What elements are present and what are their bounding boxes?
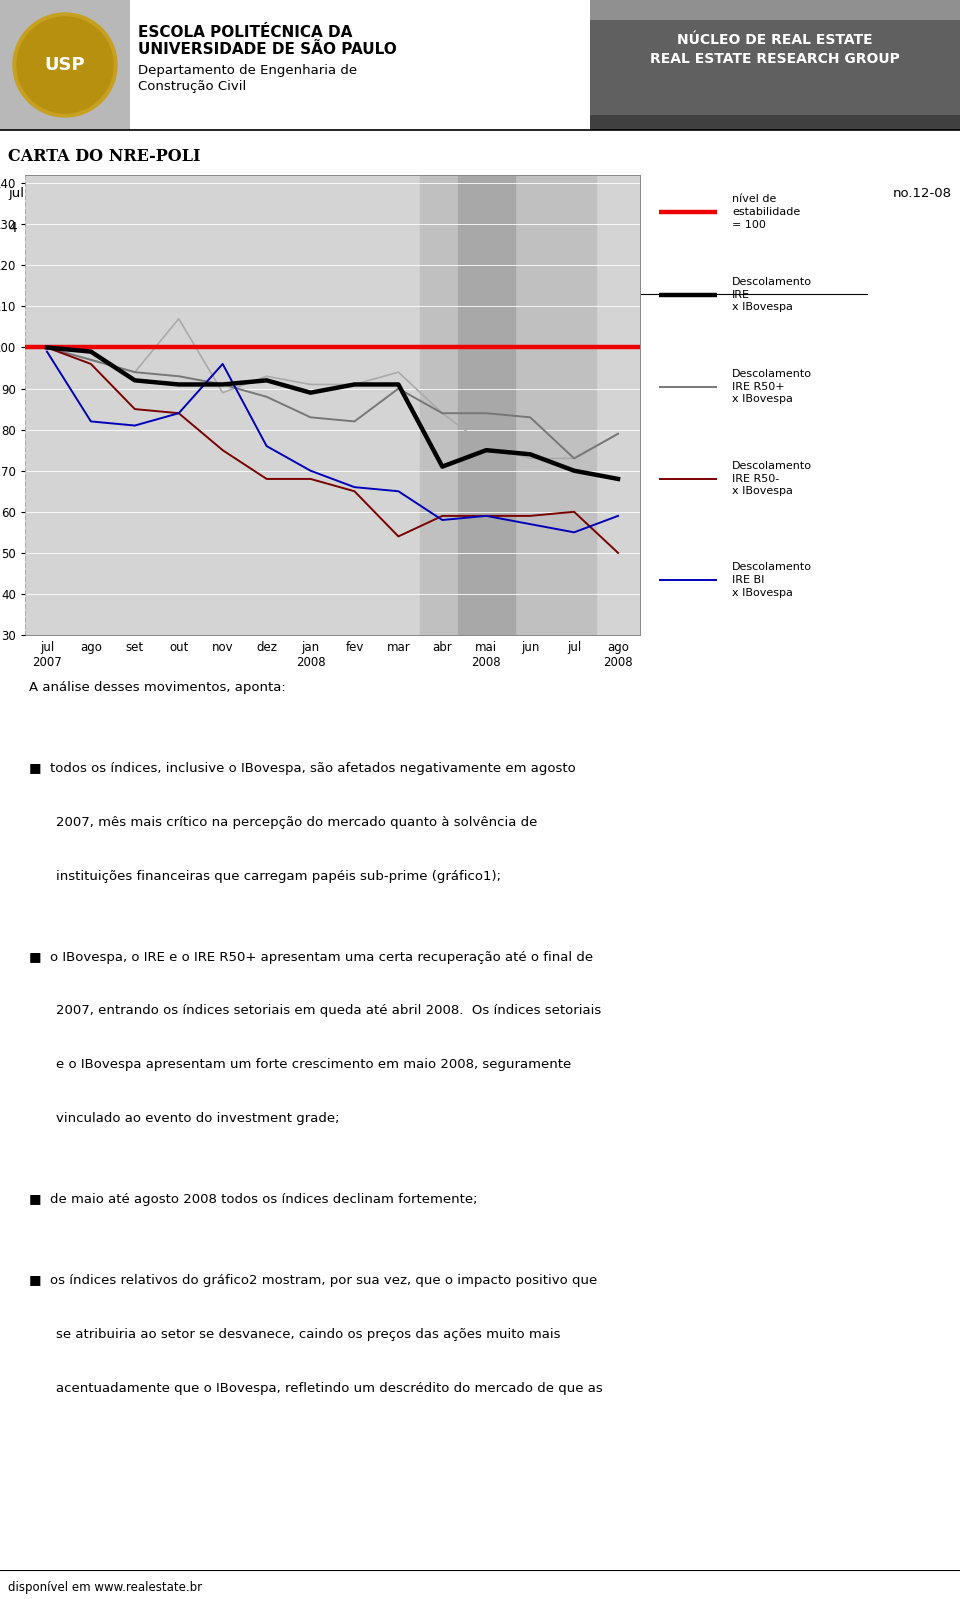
Bar: [458, 174, 515, 635]
Text: ESCOLA POLITÉCNICA DA: ESCOLA POLITÉCNICA DA: [138, 26, 352, 40]
Bar: [590, 0, 960, 21]
Text: se atribuiria ao setor se desvanece, caindo os preços das ações muito mais: se atribuiria ao setor se desvanece, cai…: [56, 1327, 561, 1340]
Text: REAL ESTATE RESEARCH GROUP: REAL ESTATE RESEARCH GROUP: [650, 53, 900, 66]
Text: USP: USP: [45, 56, 85, 74]
Bar: [590, 0, 960, 130]
Text: disponível em www.realestate.br: disponível em www.realestate.br: [8, 1581, 203, 1594]
Text: vinculado ao evento do investment grade;: vinculado ao evento do investment grade;: [56, 1113, 340, 1126]
Text: gráfico 2: gráfico 2: [446, 286, 514, 302]
Circle shape: [13, 13, 117, 117]
Text: instituições financeiras que carregam papéis sub-prime (gráfico1);: instituições financeiras que carregam pa…: [56, 870, 501, 883]
Text: 2007, mês mais crítico na percepção do mercado quanto à solvência de: 2007, mês mais crítico na percepção do m…: [56, 815, 538, 828]
Text: Descolamento
IRE BI
x IBovespa: Descolamento IRE BI x IBovespa: [732, 561, 812, 598]
Text: acentuadamente que o IBovespa, refletindo um descrédito do mercado de que as: acentuadamente que o IBovespa, refletind…: [56, 1382, 603, 1394]
Text: 2007, entrando os índices setoriais em queda até abril 2008.  Os índices setoria: 2007, entrando os índices setoriais em q…: [56, 1004, 601, 1017]
Text: Descolamento
IRE
x IBovespa: Descolamento IRE x IBovespa: [732, 277, 812, 312]
Text: ■  todos os índices, inclusive o IBovespa, são afetados negativamente em agosto: ■ todos os índices, inclusive o IBovespa…: [29, 763, 575, 776]
Text: Descolamento
IRE R50+
x IBovespa: Descolamento IRE R50+ x IBovespa: [732, 369, 812, 405]
Text: no.12-08: no.12-08: [893, 187, 952, 200]
Bar: [0, 0, 130, 130]
Text: ■  de maio até agosto 2008 todos os índices declinam fortemente;: ■ de maio até agosto 2008 todos os índic…: [29, 1193, 477, 1206]
Text: ■  o IBovespa, o IRE e o IRE R50+ apresentam uma certa recuperação até o final d: ■ o IBovespa, o IRE e o IRE R50+ apresen…: [29, 950, 592, 964]
Text: nível de
estabilidade
= 100: nível de estabilidade = 100: [732, 193, 801, 230]
Text: NÚCLEO DE REAL ESTATE: NÚCLEO DE REAL ESTATE: [677, 34, 873, 46]
Text: 4: 4: [8, 221, 16, 235]
Text: Construção Civil: Construção Civil: [138, 80, 247, 93]
Text: ■  os índices relativos do gráfico2 mostram, por sua vez, que o impacto positivo: ■ os índices relativos do gráfico2 mostr…: [29, 1274, 597, 1287]
Text: A análise desses movimentos, aponta:: A análise desses movimentos, aponta:: [29, 681, 285, 694]
Bar: [420, 174, 596, 635]
Circle shape: [17, 18, 113, 114]
Text: e o IBovespa apresentam um forte crescimento em maio 2008, seguramente: e o IBovespa apresentam um forte crescim…: [56, 1059, 571, 1071]
Text: julho-setembro 2008: julho-setembro 2008: [8, 187, 147, 200]
Text: Departamento de Engenharia de: Departamento de Engenharia de: [138, 64, 357, 77]
Text: UNIVERSIDADE DE SÃO PAULO: UNIVERSIDADE DE SÃO PAULO: [138, 42, 396, 58]
Bar: [590, 115, 960, 130]
Text: CARTA DO NRE-POLI: CARTA DO NRE-POLI: [8, 147, 201, 165]
Text: Descolamento
IRE R50-
x IBovespa: Descolamento IRE R50- x IBovespa: [732, 461, 812, 496]
